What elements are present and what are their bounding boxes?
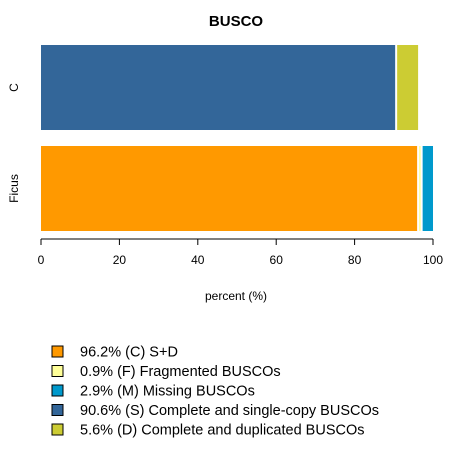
legend-swatch xyxy=(51,423,64,436)
y-tick-label: Ficus xyxy=(7,174,21,203)
x-tick-label: 0 xyxy=(38,253,45,267)
legend-label: 90.6% (S) Complete and single-copy BUSCO… xyxy=(80,403,379,419)
legend-swatch xyxy=(51,345,64,358)
bar-ficus-csd xyxy=(41,146,419,231)
x-tick-label: 60 xyxy=(270,253,284,267)
x-axis-label: percent (%) xyxy=(205,289,267,303)
legend-swatch xyxy=(51,384,64,397)
legend-label: 5.6% (D) Complete and duplicated BUSCOs xyxy=(80,423,365,439)
bar-c-s xyxy=(41,45,397,130)
bar-ficus-m xyxy=(421,146,433,231)
x-axis: 0 20 40 60 80 100 xyxy=(38,238,443,267)
bar-c-d xyxy=(396,45,419,130)
x-tick-label: 20 xyxy=(113,253,127,267)
y-tick-label: C xyxy=(7,83,21,92)
legend-label: 2.9% (M) Missing BUSCOs xyxy=(80,384,255,400)
y-axis: C Ficus xyxy=(7,83,21,203)
chart-title: BUSCO xyxy=(209,13,264,30)
x-tick-label: 100 xyxy=(423,253,443,267)
legend-swatch xyxy=(51,365,64,377)
legend-label: 96.2% (C) S+D xyxy=(80,345,178,361)
legend-label: 0.9% (F) Fragmented BUSCOs xyxy=(80,364,281,380)
x-tick-label: 40 xyxy=(191,253,205,267)
bar-ficus-f xyxy=(418,146,422,231)
x-tick-label: 80 xyxy=(348,253,362,267)
legend: 96.2% (C) S+D 0.9% (F) Fragmented BUSCOs 2… xyxy=(51,345,379,439)
plot-area xyxy=(41,45,433,231)
legend-swatch xyxy=(51,404,64,416)
